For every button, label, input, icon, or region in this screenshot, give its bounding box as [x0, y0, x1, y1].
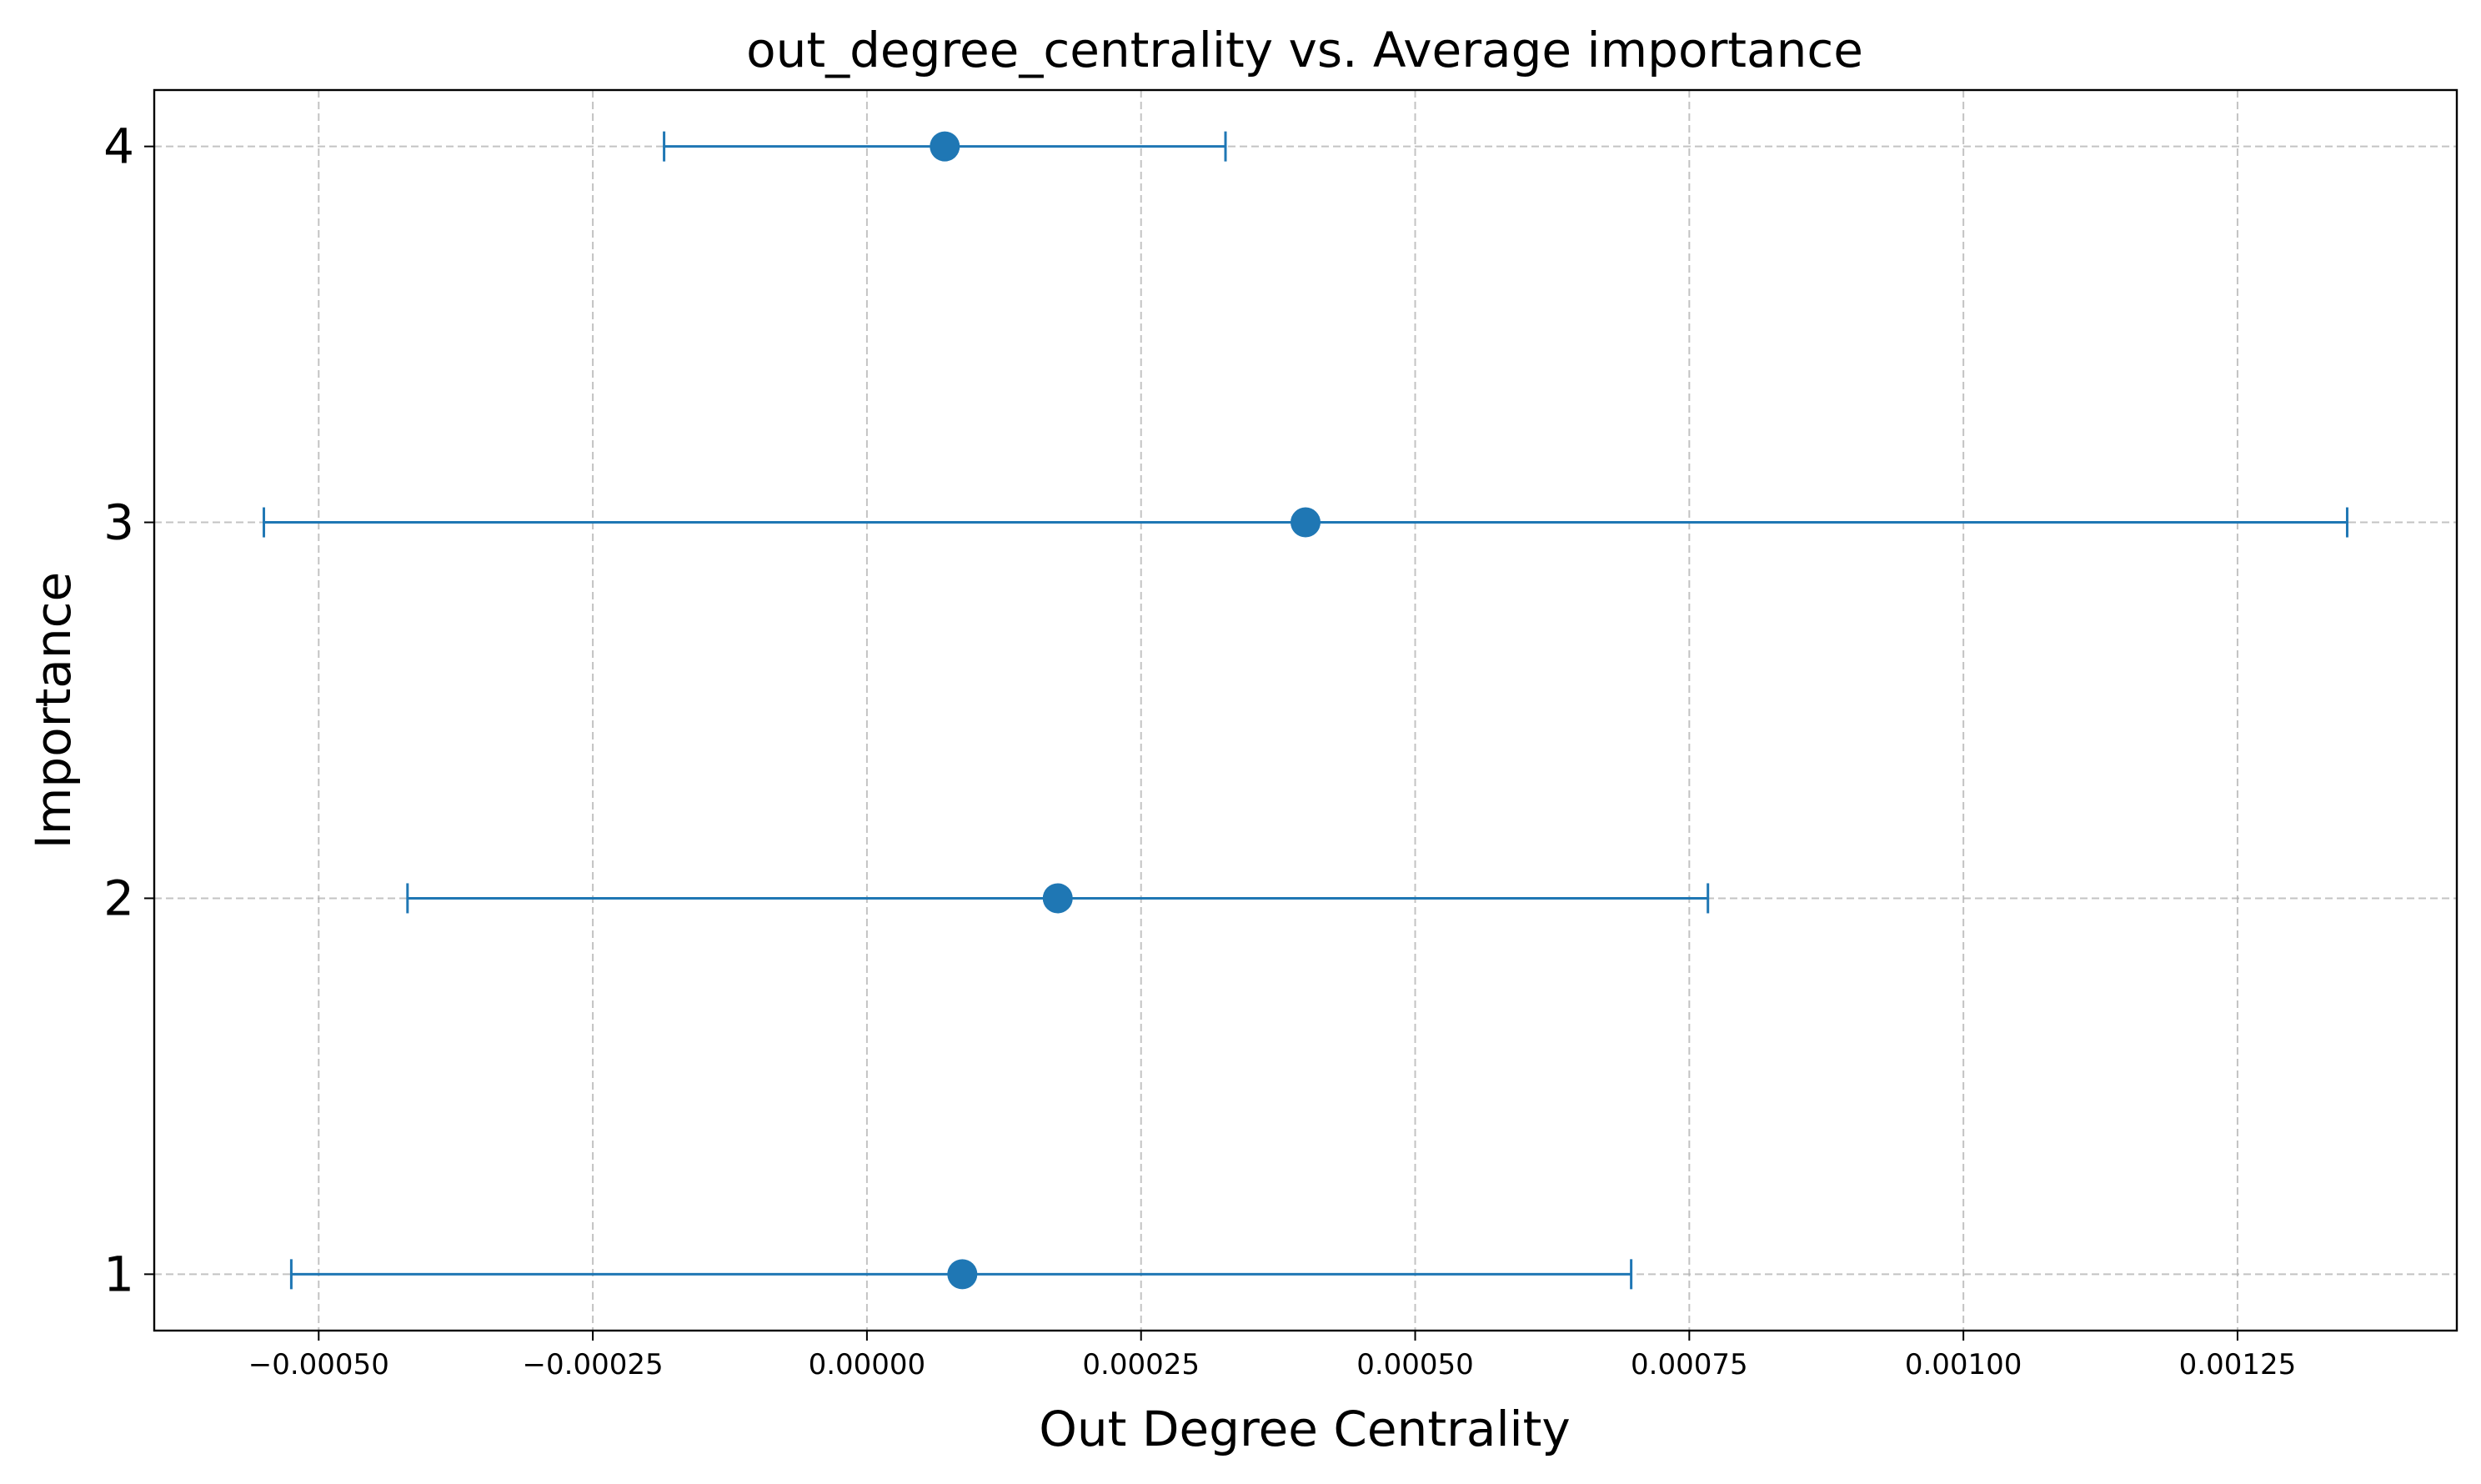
y-tick-label: 4 [103, 118, 134, 175]
y-axis: 1 2 3 4 [103, 118, 154, 1302]
y-axis-label: Importance [25, 572, 82, 849]
x-tick-label: −0.00025 [523, 1348, 664, 1381]
y-tick-label: 1 [103, 1246, 134, 1302]
x-tick-label: 0.00075 [1631, 1348, 1748, 1381]
plot-frame [153, 88, 2458, 1332]
errorbar-point-4 [663, 131, 1227, 162]
y-tick-label: 2 [103, 870, 134, 926]
mean-marker [930, 131, 960, 162]
x-tick-label: 0.00000 [809, 1348, 926, 1381]
mean-marker [1042, 883, 1073, 914]
x-tick-label: 0.00100 [1905, 1348, 2022, 1381]
errorbar-point-3 [263, 507, 2348, 538]
x-tick-label: 0.00025 [1082, 1348, 1200, 1381]
x-tick-label: 0.00125 [2179, 1348, 2297, 1381]
mean-marker [1291, 507, 1321, 538]
series-layer [263, 131, 2348, 1290]
x-tick-label: 0.00050 [1356, 1348, 1474, 1381]
x-tick-label: −0.00050 [248, 1348, 389, 1381]
x-axis: −0.00050 −0.00025 0.00000 0.00025 0.00050 0.0… [248, 1331, 2297, 1381]
chart-title: out_degree_centrality vs. Average import… [746, 22, 1863, 78]
x-axis-label: Out Degree Centrality [1039, 1401, 1571, 1457]
errorbar-point-1 [289, 1259, 1633, 1290]
errorbar-point-2 [406, 883, 1710, 914]
mean-marker [947, 1259, 978, 1290]
y-tick-label: 3 [103, 494, 134, 551]
